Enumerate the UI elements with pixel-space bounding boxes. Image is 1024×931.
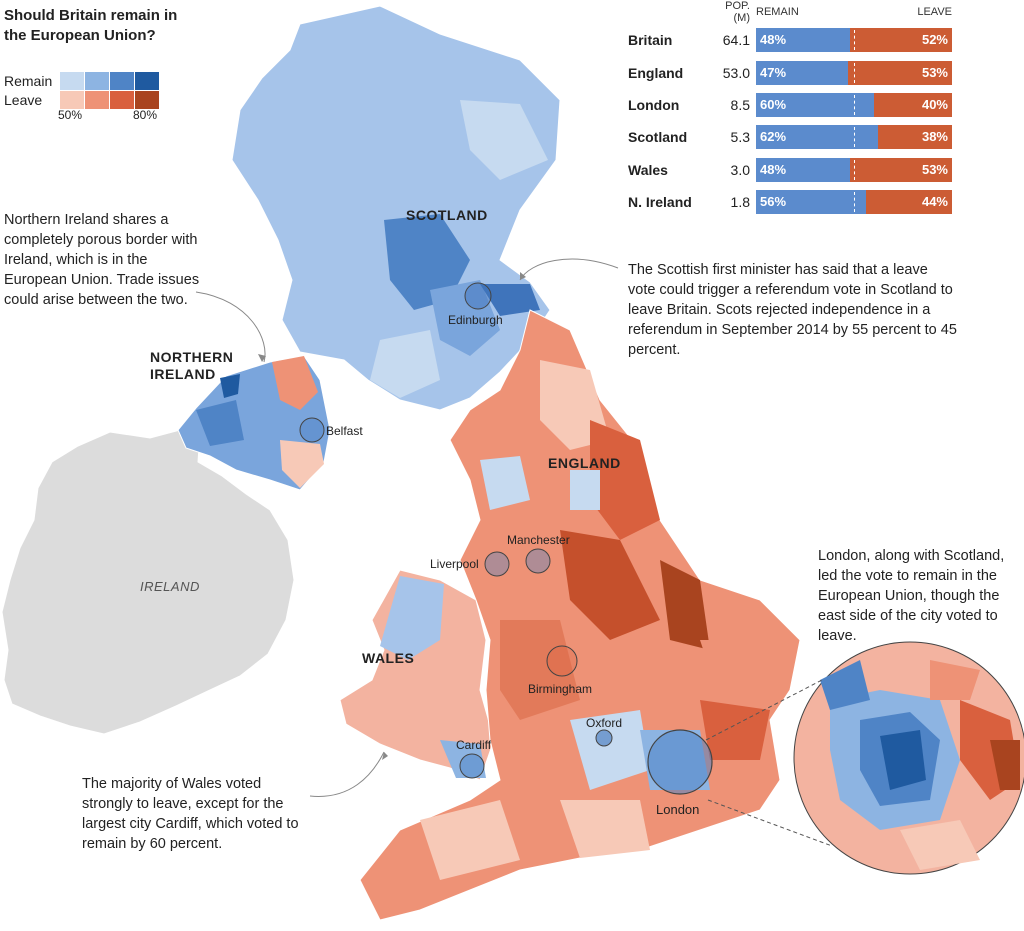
row-bar: 48% 52% bbox=[756, 28, 952, 53]
midline bbox=[854, 192, 855, 213]
ireland-landmass bbox=[1, 429, 295, 735]
legend-leave: Leave bbox=[4, 91, 164, 109]
label-northern-ireland: NORTHERN IRELAND bbox=[150, 349, 233, 383]
header-remain-leave: REMAIN LEAVE bbox=[756, 0, 952, 24]
label-wales: WALES bbox=[362, 650, 415, 666]
legend-tick-low: 50% bbox=[58, 108, 83, 122]
row-bar: 62% 38% bbox=[756, 125, 952, 150]
row-name: Wales bbox=[628, 161, 668, 178]
results-row: Britain 64.1 48% 52% bbox=[624, 24, 952, 56]
leave-bar: 44% bbox=[865, 190, 952, 215]
results-row: England 53.0 47% 53% bbox=[624, 56, 952, 88]
leave-bar: 53% bbox=[848, 60, 952, 85]
wales-area bbox=[339, 569, 495, 781]
header-remain: REMAIN bbox=[756, 6, 799, 18]
label-england: ENGLAND bbox=[548, 455, 621, 471]
header-leave: LEAVE bbox=[917, 6, 952, 18]
results-header: POP. (M) REMAIN LEAVE bbox=[624, 0, 952, 24]
label-liverpool: Liverpool bbox=[430, 557, 479, 571]
legend-remain-swatch-2 bbox=[85, 72, 109, 90]
row-name: N. Ireland bbox=[628, 194, 692, 211]
label-oxford: Oxford bbox=[586, 716, 623, 730]
remain-bar: 60% bbox=[756, 92, 874, 117]
row-name: England bbox=[628, 64, 684, 81]
row-pop: 8.5 bbox=[730, 96, 750, 113]
legend-remain-swatch-3 bbox=[110, 72, 134, 90]
legend-leave-swatch-3 bbox=[110, 91, 134, 109]
remain-bar: 62% bbox=[756, 125, 878, 150]
results-row: Wales 3.0 48% 53% bbox=[624, 154, 952, 186]
legend-remain-swatch-1 bbox=[60, 72, 84, 90]
row-bar-cell: 48% 52% bbox=[756, 24, 952, 56]
legend-remain-swatch-4 bbox=[135, 72, 159, 90]
row-pop: 3.0 bbox=[730, 161, 750, 178]
row-bar-cell: 47% 53% bbox=[756, 56, 952, 88]
midline bbox=[854, 30, 855, 51]
header-pop: POP. (M) bbox=[725, 0, 750, 24]
label-belfast: Belfast bbox=[326, 424, 363, 438]
annotation-scotland: The Scottish first minister has said tha… bbox=[628, 262, 957, 358]
annotation-northern-ireland: Northern Ireland shares a completely por… bbox=[4, 212, 200, 308]
label-northern-ireland-line2: IRELAND bbox=[150, 366, 216, 382]
remain-bar: 48% bbox=[756, 157, 851, 182]
row-bar-cell: 56% 44% bbox=[756, 186, 952, 218]
label-cardiff: Cardiff bbox=[456, 738, 492, 752]
legend-leave-swatch-4 bbox=[135, 91, 159, 109]
row-name: Britain bbox=[628, 32, 673, 49]
midline bbox=[854, 62, 855, 83]
row-name: Scotland bbox=[628, 129, 688, 146]
row-pop: 64.1 bbox=[722, 32, 750, 49]
legend-remain: Remain bbox=[4, 72, 164, 90]
label-birmingham: Birmingham bbox=[528, 682, 593, 696]
row-pop: 5.3 bbox=[730, 129, 750, 146]
row-bar: 56% 44% bbox=[756, 190, 952, 215]
leave-bar: 40% bbox=[873, 92, 952, 117]
label-london: London bbox=[656, 802, 700, 817]
label-manchester: Manchester bbox=[507, 533, 570, 547]
row-name: London bbox=[628, 96, 680, 113]
row-bar: 47% 53% bbox=[756, 60, 952, 85]
results-row: N. Ireland 1.8 56% 44% bbox=[624, 186, 952, 218]
midline bbox=[854, 159, 855, 180]
midline bbox=[854, 94, 855, 115]
row-bar-cell: 62% 38% bbox=[756, 121, 952, 153]
row-pop: 53.0 bbox=[722, 64, 750, 81]
legend-tick-high: 80% bbox=[133, 108, 158, 122]
legend-remain-label: Remain bbox=[4, 73, 53, 89]
leave-bar: 53% bbox=[850, 157, 952, 182]
row-pop: 1.8 bbox=[730, 194, 750, 211]
row-bar-cell: 60% 40% bbox=[756, 89, 952, 121]
label-edinburgh: Edinburgh bbox=[448, 313, 503, 327]
results-table: POP. (M) REMAIN LEAVE Britain 64.1 48% 52% E… bbox=[624, 0, 952, 218]
annotation-london: London, along with Scotland, led the vot… bbox=[818, 548, 1005, 644]
remain-bar: 56% bbox=[756, 190, 866, 215]
legend-leave-label: Leave bbox=[4, 92, 43, 108]
results-row: Scotland 5.3 62% 38% bbox=[624, 121, 952, 153]
leave-bar: 38% bbox=[877, 125, 952, 150]
row-bar: 60% 40% bbox=[756, 92, 952, 117]
remain-bar: 47% bbox=[756, 60, 849, 85]
midline bbox=[854, 127, 855, 148]
label-ireland: IRELAND bbox=[140, 579, 200, 594]
map-title: Should Britain remain in the European Un… bbox=[4, 7, 178, 44]
london-zoom-inset bbox=[793, 641, 1024, 875]
results-row: London 8.5 60% 40% bbox=[624, 89, 952, 121]
annotation-wales: The majority of Wales voted strongly to … bbox=[82, 776, 299, 852]
remain-bar: 48% bbox=[756, 28, 851, 53]
row-bar: 48% 53% bbox=[756, 157, 952, 182]
legend-leave-swatch-1 bbox=[60, 91, 84, 109]
label-northern-ireland-line1: NORTHERN bbox=[150, 349, 234, 365]
label-scotland: SCOTLAND bbox=[406, 207, 488, 223]
legend-leave-swatch-2 bbox=[85, 91, 109, 109]
leave-bar: 52% bbox=[850, 28, 952, 53]
row-bar-cell: 48% 53% bbox=[756, 154, 952, 186]
